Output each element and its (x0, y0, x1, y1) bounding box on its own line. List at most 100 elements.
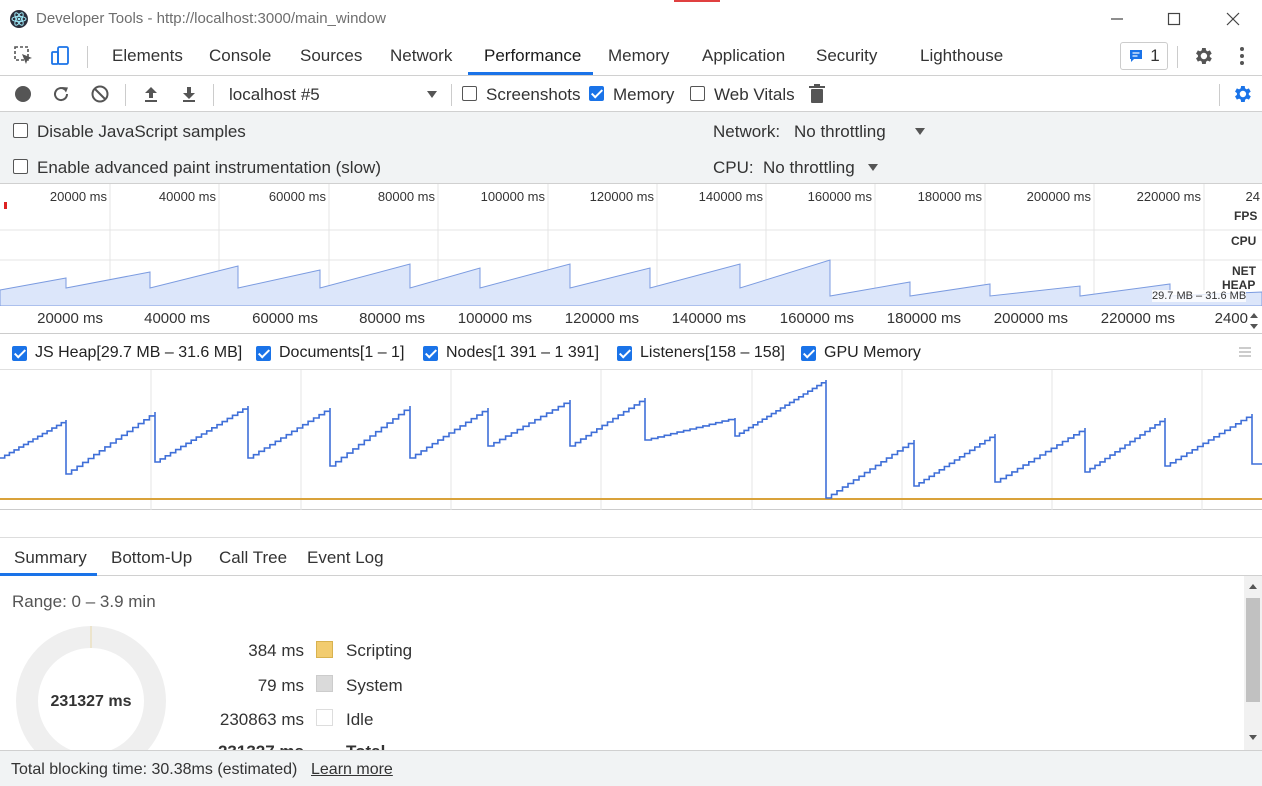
dropdown-arrow-icon (868, 164, 878, 171)
collect-garbage-button[interactable] (805, 82, 829, 106)
profile-select[interactable]: localhost #5 (222, 80, 442, 108)
advanced-paint-label: Enable advanced paint instrumentation (s… (37, 158, 381, 177)
documents-checkbox[interactable] (256, 345, 271, 361)
reload-record-button[interactable] (49, 82, 73, 106)
documents-label: Documents[1 – 1] (279, 344, 405, 361)
gpu-memory-checkbox[interactable] (801, 345, 816, 361)
tab-event-log[interactable]: Event Log (307, 548, 384, 567)
scroll-down-icon (1250, 324, 1258, 329)
device-toolbar-button[interactable] (48, 44, 72, 68)
minimize-button[interactable] (1104, 6, 1130, 32)
nodes-counter[interactable]: Nodes[1 391 – 1 391] (415, 336, 609, 370)
inspect-element-button[interactable] (12, 44, 36, 68)
settings-button[interactable] (1191, 44, 1215, 68)
listeners-counter[interactable]: Listeners[158 – 158] (609, 336, 793, 370)
tab-performance[interactable]: Performance (484, 46, 582, 65)
net-track-label: NET (1232, 264, 1256, 278)
total-label: Total (346, 742, 385, 750)
js-heap-checkbox[interactable] (12, 345, 27, 361)
cpu-throttle-label: CPU: (713, 158, 754, 177)
overview-tick-label: 180000 ms (917, 189, 982, 204)
active-tab-indicator (468, 72, 593, 75)
tab-sources[interactable]: Sources (300, 46, 363, 65)
ruler-tick-label: 120000 ms (564, 310, 639, 327)
scroll-up-icon (1250, 313, 1258, 318)
scroll-down-icon (1249, 735, 1257, 740)
ruler-tick-label: 60000 ms (252, 310, 318, 327)
issues-badge[interactable]: 1 (1120, 42, 1168, 70)
idle-swatch (316, 709, 333, 726)
overview-tick-label: 200000 ms (1026, 189, 1091, 204)
summary-scrollbar[interactable] (1244, 576, 1262, 750)
drag-handle-icon[interactable] (1238, 346, 1252, 358)
nodes-label: Nodes[1 391 – 1 391] (446, 344, 600, 361)
tab-network[interactable]: Network (390, 46, 453, 65)
advanced-paint-checkbox[interactable] (13, 159, 28, 174)
js-heap-line (0, 380, 1262, 499)
record-button[interactable] (11, 82, 35, 106)
status-bar: Total blocking time: 30.38ms (estimated)… (0, 750, 1262, 786)
screenshots-checkbox[interactable] (462, 86, 477, 101)
overview-tick-label: 100000 ms (480, 189, 545, 204)
dropdown-arrow-icon (915, 128, 925, 135)
ruler-tick-label: 160000 ms (779, 310, 854, 327)
overview-tick-label: 20000 ms (49, 189, 107, 204)
tab-application[interactable]: Application (702, 46, 786, 65)
ruler-tick-label: 180000 ms (886, 310, 961, 327)
gpu-memory-counter[interactable]: GPU Memory (793, 336, 931, 370)
ruler-scroll-arrows[interactable] (1248, 310, 1260, 332)
memory-graph[interactable] (0, 370, 1262, 510)
electron-app-icon (10, 10, 28, 28)
tab-console[interactable]: Console (209, 46, 272, 65)
window-accent-line (674, 0, 720, 2)
toolbar-separator (213, 84, 214, 106)
network-throttle-select[interactable]: No throttling (788, 118, 928, 144)
listeners-checkbox[interactable] (617, 345, 632, 361)
idle-value: 230863 ms (219, 710, 304, 729)
maximize-button[interactable] (1161, 6, 1187, 32)
learn-more-link[interactable]: Learn more (311, 761, 393, 778)
close-button[interactable] (1220, 6, 1246, 32)
gpu-memory-label: GPU Memory (824, 344, 921, 361)
download-icon (183, 87, 195, 102)
scrollbar-thumb[interactable] (1246, 598, 1260, 702)
web-vitals-label: Web Vitals (714, 85, 795, 104)
tab-security[interactable]: Security (816, 46, 878, 65)
upload-icon (145, 87, 157, 102)
details-tab-bar: Summary Bottom-Up Call Tree Event Log (0, 538, 1262, 576)
minimize-icon (1111, 18, 1123, 20)
js-heap-counter[interactable]: JS Heap[29.7 MB – 31.6 MB] (4, 336, 248, 370)
heap-track-label: HEAP (1222, 278, 1256, 292)
nodes-checkbox[interactable] (423, 345, 438, 361)
load-profile-button[interactable] (139, 82, 163, 106)
disable-js-samples-checkbox[interactable] (13, 123, 28, 138)
heap-range-label: 29.7 MB – 31.6 MB (1152, 290, 1247, 302)
summary-panel: Range: 0 – 3.9 min 231327 ms 384 ms Scri… (0, 576, 1244, 750)
reload-icon (54, 87, 69, 102)
tab-memory[interactable]: Memory (608, 46, 670, 65)
memory-graph-canvas (0, 370, 1262, 510)
more-options-button[interactable] (1230, 44, 1254, 68)
tab-lighthouse[interactable]: Lighthouse (920, 46, 1004, 65)
capture-settings-button[interactable] (1230, 82, 1254, 106)
documents-counter[interactable]: Documents[1 – 1] (248, 336, 415, 370)
ruler-tick-label: 2400 (1214, 310, 1248, 327)
toolbar-separator (125, 84, 126, 106)
overview-tick-label: 120000 ms (589, 189, 654, 204)
tab-elements[interactable]: Elements (112, 46, 183, 65)
heap-overview-area (0, 259, 1262, 306)
cpu-throttle-select[interactable]: No throttling (757, 154, 887, 180)
tab-summary[interactable]: Summary (14, 548, 87, 567)
graph-spacer (0, 510, 1262, 538)
tab-call-tree[interactable]: Call Tree (219, 548, 288, 567)
cpu-throttle-value: No throttling (763, 158, 855, 177)
clear-button[interactable] (88, 82, 112, 106)
performance-toolbar: localhost #5 Screenshots Memory Web Vita… (0, 76, 1262, 112)
device-mode-icon (51, 46, 69, 65)
save-profile-button[interactable] (177, 82, 201, 106)
tab-bottom-up[interactable]: Bottom-Up (111, 548, 193, 567)
web-vitals-checkbox[interactable] (690, 86, 705, 101)
memory-checkbox[interactable] (589, 86, 604, 101)
timeline-overview[interactable]: 20000 ms 40000 ms 60000 ms 80000 ms 100000 m… (0, 184, 1262, 306)
ruler-tick-label: 140000 ms (671, 310, 746, 327)
